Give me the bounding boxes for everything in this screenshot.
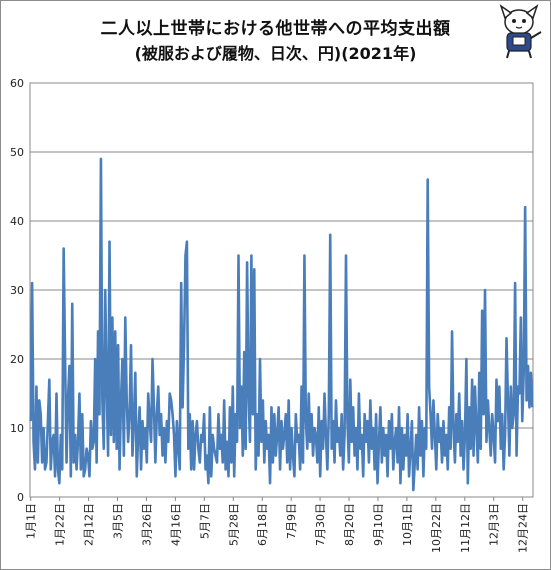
x-tick-label: 6月18日 xyxy=(256,503,269,546)
x-tick-label: 3月5日 xyxy=(112,503,125,539)
x-tick-label: 12月3日 xyxy=(488,503,501,546)
x-tick-label: 7月9日 xyxy=(285,503,298,539)
x-tick-label: 2月12日 xyxy=(83,503,96,546)
y-tick-label: 50 xyxy=(10,146,24,159)
x-tick-label: 4月16日 xyxy=(169,503,182,546)
y-tick-label: 0 xyxy=(17,491,24,504)
tick-label-layer: 0 10 20 30 40 50 60 1月1日 1月22日 2月12日 3月5日 3月26日 4月16… xyxy=(10,77,530,553)
x-tick-label: 10月22日 xyxy=(430,503,443,553)
axis-layer xyxy=(29,82,534,501)
x-tick-label: 8月20日 xyxy=(343,503,356,546)
chart-title: 二人以上世帯における他世帯への平均支出額 xyxy=(100,19,451,39)
y-tick-label: 60 xyxy=(10,77,24,90)
chart-subtitle: (被服および履物、日次、円)(2021年) xyxy=(134,44,417,63)
series-line xyxy=(29,157,534,492)
x-tick-label: 1月1日 xyxy=(25,503,38,539)
mascot-icon xyxy=(499,4,542,59)
x-tick-label: 1月22日 xyxy=(54,503,67,546)
x-tick-label: 5月28日 xyxy=(227,503,240,546)
x-tick-label: 7月30日 xyxy=(314,503,327,546)
x-tick-label: 10月1日 xyxy=(401,503,414,546)
x-tick-label: 5月7日 xyxy=(198,503,211,539)
plot-area xyxy=(29,82,534,498)
y-tick-label: 20 xyxy=(10,353,24,366)
x-tick-label: 3月26日 xyxy=(140,503,153,546)
y-tick-label: 40 xyxy=(10,215,24,228)
y-tick-label: 30 xyxy=(10,284,24,297)
y-tick-label: 10 xyxy=(10,422,24,435)
x-tick-label: 12月24日 xyxy=(517,503,530,553)
x-tick-label: 11月12日 xyxy=(459,503,472,553)
x-tick-label: 9月10日 xyxy=(372,503,385,546)
series-layer xyxy=(29,157,534,492)
